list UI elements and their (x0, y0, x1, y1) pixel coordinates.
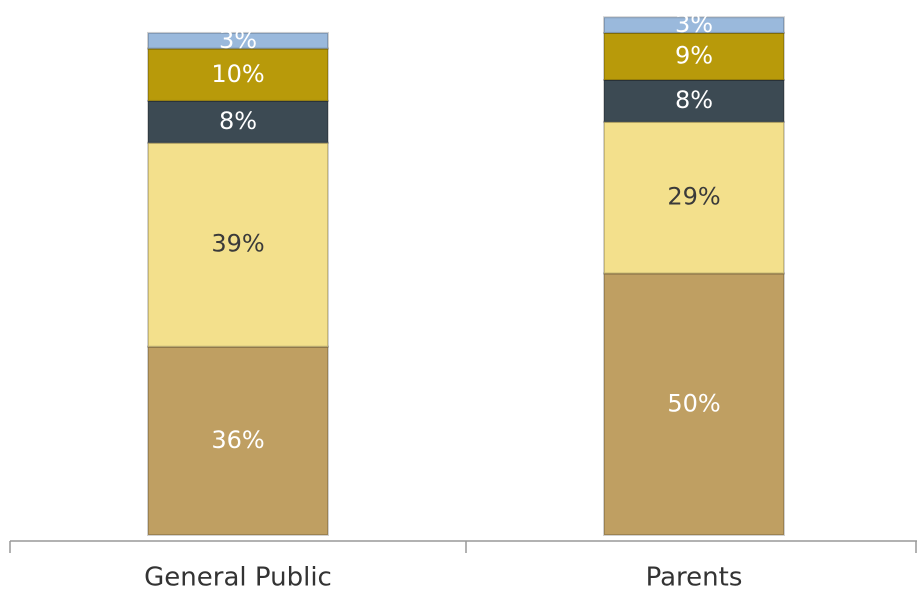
data-label: 29% (667, 183, 720, 211)
bar-segment (147, 47, 329, 102)
data-label: 39% (211, 230, 264, 258)
data-label: 9% (675, 41, 713, 69)
data-label: 8% (675, 86, 713, 114)
data-label: 10% (211, 60, 264, 88)
data-label: 50% (667, 389, 720, 417)
data-label: 8% (219, 107, 257, 135)
bar-segment (603, 31, 785, 81)
bar-segment (603, 272, 785, 536)
data-label: 3% (219, 26, 257, 54)
data-label: 36% (211, 426, 264, 454)
x-tick-label: Parents (646, 563, 743, 592)
bar-segment (147, 31, 329, 50)
x-tick-label: General Public (144, 563, 332, 592)
data-label: 3% (675, 10, 713, 38)
bar-segment (603, 120, 785, 275)
bar-segment (603, 16, 785, 34)
bar-segment (147, 345, 329, 536)
bar-segment (603, 78, 785, 123)
bar-segment (147, 141, 329, 348)
